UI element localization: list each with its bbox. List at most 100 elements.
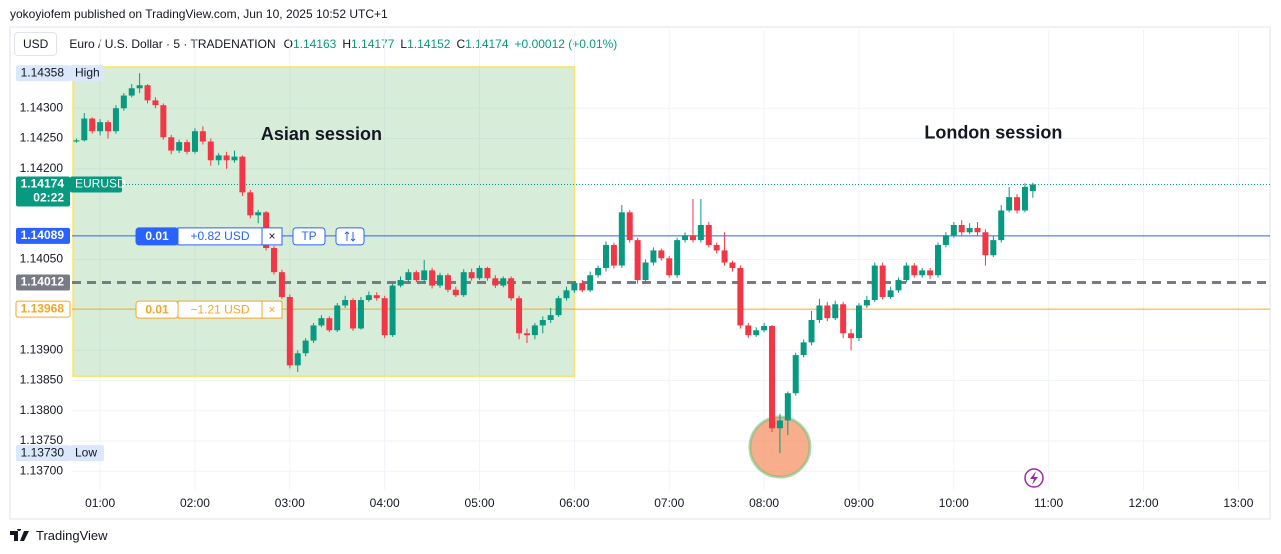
candle-body — [168, 137, 175, 151]
candle-body — [848, 333, 855, 339]
candle-body — [73, 140, 80, 142]
candle-body — [128, 88, 135, 96]
candle-body — [935, 244, 942, 276]
candle-body — [563, 290, 570, 299]
price-axis-label-bg — [16, 445, 70, 462]
candle-body — [429, 270, 436, 286]
change: +0.00012 (+0.01%) — [514, 37, 618, 51]
candle-body — [547, 315, 554, 320]
y-tick-label: 1.13850 — [20, 373, 64, 387]
candle-body — [618, 212, 625, 266]
candle-body — [373, 295, 380, 299]
order-pnl-bg — [177, 227, 263, 246]
candle-body — [650, 250, 657, 263]
candle-body — [982, 232, 989, 256]
ohlc-label: H — [342, 37, 352, 51]
candle-body — [634, 240, 641, 281]
candle-body — [191, 131, 198, 152]
footer-brand: TradingView — [36, 528, 108, 543]
x-tick-label: 11:00 — [1034, 496, 1063, 510]
candle-body — [666, 258, 673, 276]
candle-body — [97, 122, 104, 132]
ohlc-value: 1.14163 — [292, 37, 337, 51]
alert-icon[interactable] — [1024, 468, 1044, 488]
candle-body — [919, 270, 926, 276]
candle-body — [911, 265, 918, 276]
ohlc-value: 1.14152 — [407, 37, 451, 51]
candle-body — [1014, 197, 1021, 211]
candle-body — [405, 272, 412, 281]
candle-body — [231, 156, 238, 161]
candle-body — [682, 235, 689, 241]
y-tick-label: 1.13800 — [20, 403, 64, 417]
candle-body — [610, 244, 617, 266]
candle-body — [950, 225, 957, 236]
order-close-bg[interactable] — [261, 300, 283, 319]
countdown: 02:22 — [33, 191, 64, 205]
candle-body — [832, 304, 839, 319]
candle-body — [808, 319, 815, 343]
price-tag-bg — [70, 445, 104, 462]
order-close-bg[interactable] — [261, 227, 283, 246]
price-axis-label-bg — [16, 65, 70, 82]
candle-body — [357, 300, 364, 329]
x-tick-label: 07:00 — [654, 496, 684, 510]
order-qty-bg — [135, 227, 179, 246]
candle-body — [697, 225, 704, 241]
candle-body — [184, 142, 191, 152]
candle-body — [239, 156, 246, 193]
plot — [72, 30, 1270, 490]
candle-body — [579, 283, 586, 291]
candle-body — [571, 283, 578, 291]
candle-body — [816, 305, 823, 320]
candle-body — [753, 330, 760, 336]
candle-body — [294, 353, 301, 366]
candle-body — [531, 325, 538, 336]
candle-body — [89, 118, 96, 132]
candle-body — [769, 326, 776, 429]
order-qty: 0.01 — [145, 302, 169, 316]
candle-body — [800, 342, 807, 356]
candle-body — [476, 267, 483, 279]
candle-body — [255, 212, 262, 216]
price-axis-label: 1.14012 — [21, 275, 65, 289]
order-qty: 0.01 — [145, 229, 169, 243]
candle-body — [136, 85, 143, 89]
candle-body — [286, 297, 293, 366]
currency-button[interactable]: USD — [14, 32, 58, 56]
candle-body — [112, 108, 119, 132]
candle-body — [247, 192, 254, 216]
candle-body — [927, 270, 934, 276]
x-tick-label: 08:00 — [749, 496, 779, 510]
candle-body — [761, 326, 768, 331]
tp-button: TP — [301, 229, 316, 243]
candle-body — [689, 235, 696, 241]
x-tick-label: 13:00 — [1223, 496, 1253, 510]
price-axis-label-bg — [16, 176, 70, 207]
reverse-button — [335, 227, 365, 246]
candle-body — [998, 210, 1005, 241]
y-tick-label: 1.14200 — [20, 161, 64, 175]
candle-body — [350, 300, 357, 329]
candle-body — [776, 420, 783, 429]
x-tick-label: 01:00 — [85, 496, 115, 510]
candle-body — [871, 265, 878, 301]
candle-body — [144, 85, 151, 101]
candle-body — [334, 305, 341, 331]
candle-body — [223, 155, 230, 161]
candle-body — [855, 305, 862, 339]
candle-body — [500, 278, 507, 286]
candle-body — [271, 247, 278, 273]
candle-body — [342, 300, 349, 306]
ohlc-label: L — [400, 37, 408, 51]
candle-body — [199, 131, 206, 142]
candle-body — [824, 305, 831, 319]
y-tick-label: 1.13900 — [20, 342, 64, 356]
y-tick-label: 1.14300 — [20, 100, 64, 114]
candle-body — [460, 272, 467, 296]
footer: TradingView — [10, 528, 108, 543]
candle-body — [942, 235, 949, 245]
candle-body — [160, 105, 167, 138]
symbol-title: Euro / U.S. Dollar · 5 · TRADENATION — [69, 37, 276, 51]
price-axis-label-bg — [16, 274, 70, 291]
